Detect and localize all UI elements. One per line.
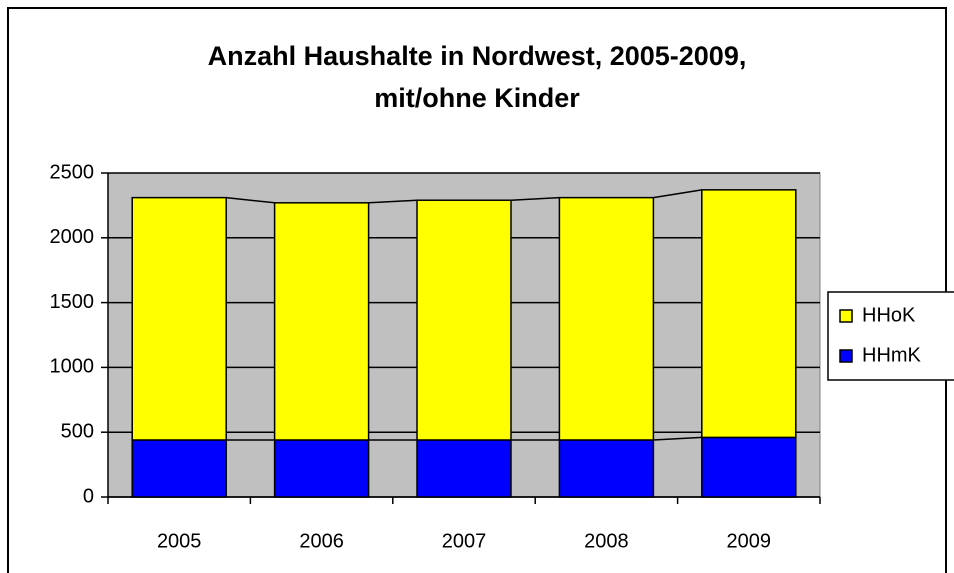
bar-segment (558, 196, 655, 441)
bar-segment (558, 439, 655, 498)
bar-segment (273, 439, 370, 498)
x-tick-label: 2008 (584, 530, 629, 552)
legend-label: HHmK (862, 344, 922, 366)
series-line (653, 189, 702, 199)
y-tick-label: 2000 (50, 226, 95, 248)
bar-segment (131, 196, 227, 441)
bar-segment (701, 189, 797, 439)
legend-box (827, 291, 954, 381)
x-tick-label: 2007 (442, 530, 487, 552)
chart-title: Anzahl Haushalte in Nordwest, 2005-2009, (208, 41, 747, 71)
y-tick-label: 0 (83, 485, 94, 507)
bar-segment (416, 199, 512, 441)
bar-segment (701, 436, 797, 498)
x-tick-label: 2006 (299, 530, 344, 552)
bar-segment (416, 439, 512, 498)
series-line (653, 436, 702, 441)
series-line (510, 196, 560, 201)
y-tick-label: 2500 (50, 161, 95, 183)
series-line (226, 196, 275, 204)
legend-label: HHoK (862, 304, 916, 326)
bar-segment (273, 202, 370, 441)
legend-swatch (839, 349, 853, 363)
legend-swatch (839, 309, 853, 323)
bar-segment (131, 439, 227, 498)
series-line (368, 199, 418, 204)
y-tick-label: 1500 (50, 291, 95, 313)
y-tick-label: 500 (61, 420, 94, 442)
y-tick-label: 1000 (50, 356, 95, 378)
x-tick-label: 2005 (157, 530, 202, 552)
chart-title: mit/ohne Kinder (374, 83, 580, 113)
x-tick-label: 2009 (727, 530, 772, 552)
